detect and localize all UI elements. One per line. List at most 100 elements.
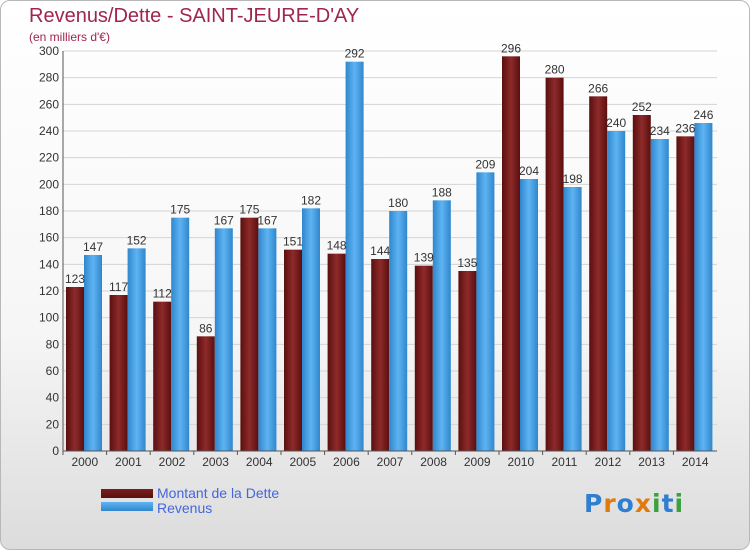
revenus-value-label: 152 bbox=[127, 233, 147, 247]
dette-value-label: 144 bbox=[370, 244, 390, 258]
legend-swatch-revenus bbox=[101, 502, 153, 511]
x-tick-label: 2010 bbox=[507, 455, 534, 469]
revenus-bar bbox=[432, 200, 451, 451]
dette-bar bbox=[502, 56, 520, 451]
dette-bar bbox=[240, 217, 259, 451]
y-tick-label: 140 bbox=[39, 257, 59, 271]
chart-subtitle: (en milliers d'€) bbox=[29, 30, 110, 44]
dette-bar bbox=[327, 253, 346, 451]
y-tick-label: 0 bbox=[52, 444, 59, 458]
x-tick-label: 2008 bbox=[420, 455, 447, 469]
dette-value-label: 151 bbox=[283, 235, 303, 249]
x-tick-label: 2003 bbox=[202, 455, 229, 469]
x-tick-label: 2006 bbox=[333, 455, 360, 469]
revenus-bar bbox=[650, 139, 669, 451]
logo-letter: o bbox=[616, 489, 635, 518]
data-labels: 1231471171521121758616717516715118214829… bbox=[65, 41, 714, 335]
revenus-bar bbox=[563, 187, 582, 451]
revenus-bar bbox=[302, 208, 320, 451]
proxiti-logo: Proxiti bbox=[584, 489, 684, 518]
dette-bar bbox=[66, 287, 84, 451]
dette-bar bbox=[196, 336, 215, 451]
revenus-value-label: 182 bbox=[301, 193, 321, 207]
revenus-bar bbox=[389, 211, 408, 451]
y-tick-label: 280 bbox=[39, 71, 59, 85]
logo-letter: r bbox=[603, 489, 617, 518]
y-tick-label: 40 bbox=[46, 391, 60, 405]
logo-letter: t bbox=[661, 489, 675, 518]
dette-value-label: 236 bbox=[675, 121, 695, 135]
revenus-bar bbox=[258, 228, 277, 451]
dette-value-label: 139 bbox=[414, 251, 434, 265]
dette-bar bbox=[632, 115, 651, 451]
revenus-bar bbox=[214, 228, 233, 451]
revenus-value-label: 167 bbox=[214, 213, 234, 227]
revenus-bar bbox=[127, 248, 146, 451]
dette-value-label: 280 bbox=[545, 63, 565, 77]
y-tick-label: 220 bbox=[39, 151, 59, 165]
revenus-value-label: 180 bbox=[388, 196, 408, 210]
logo-letter: i bbox=[652, 489, 662, 518]
revenus-bar bbox=[520, 179, 538, 451]
x-tick-label: 2011 bbox=[551, 455, 577, 469]
dette-bar bbox=[371, 259, 390, 451]
y-tick-label: 100 bbox=[39, 311, 59, 325]
logo-letter: P bbox=[584, 489, 604, 518]
y-tick-label: 300 bbox=[39, 44, 59, 58]
legend-label-dette: Montant de la Dette bbox=[157, 485, 280, 501]
dette-bar bbox=[153, 301, 172, 451]
dette-value-label: 175 bbox=[239, 203, 259, 217]
dette-bar bbox=[414, 265, 433, 451]
y-tick-label: 160 bbox=[39, 231, 59, 245]
revenus-value-label: 240 bbox=[606, 116, 626, 130]
dette-bar bbox=[284, 249, 302, 451]
y-tick-label: 60 bbox=[46, 364, 60, 378]
revenus-bar bbox=[476, 172, 495, 452]
revenus-value-label: 209 bbox=[475, 157, 495, 171]
revenus-value-label: 292 bbox=[345, 47, 365, 61]
revenus-value-label: 198 bbox=[563, 172, 583, 186]
revenus-bar bbox=[694, 123, 713, 451]
x-tick-label: 2007 bbox=[377, 455, 404, 469]
dette-value-label: 112 bbox=[153, 287, 172, 301]
dette-bar bbox=[545, 77, 564, 452]
x-tick-label: 2009 bbox=[464, 455, 491, 469]
y-tick-label: 120 bbox=[39, 284, 59, 298]
dette-value-label: 148 bbox=[327, 239, 347, 253]
dette-bar bbox=[676, 136, 695, 452]
bars bbox=[66, 56, 713, 452]
chart-title: Revenus/Dette - SAINT-JEURE-D'AY bbox=[29, 5, 360, 27]
dette-value-label: 117 bbox=[109, 280, 128, 294]
revenus-value-label: 147 bbox=[83, 240, 103, 254]
logo-letter: i bbox=[674, 489, 685, 518]
y-tick-label: 200 bbox=[39, 177, 59, 191]
y-tick-label: 20 bbox=[46, 417, 60, 431]
x-tick-label: 2002 bbox=[159, 455, 186, 469]
dette-value-label: 296 bbox=[501, 41, 521, 55]
dette-value-label: 86 bbox=[199, 321, 213, 335]
revenus-value-label: 246 bbox=[693, 108, 713, 122]
revenus-value-label: 188 bbox=[432, 185, 452, 199]
revenus-bar bbox=[84, 255, 102, 451]
y-tick-label: 80 bbox=[46, 337, 60, 351]
dette-bar bbox=[458, 271, 477, 451]
y-tick-label: 240 bbox=[39, 124, 59, 138]
revenus-value-label: 175 bbox=[170, 203, 190, 217]
legend-label-revenus: Revenus bbox=[157, 500, 213, 516]
x-tick-label: 2013 bbox=[638, 455, 665, 469]
legend-swatch-dette bbox=[101, 489, 153, 498]
revenus-value-label: 204 bbox=[519, 164, 539, 178]
revenus-bar bbox=[607, 131, 626, 451]
y-tick-label: 180 bbox=[39, 204, 59, 218]
x-tick-label: 2000 bbox=[71, 455, 98, 469]
dette-bar bbox=[589, 96, 608, 451]
revenus-value-label: 167 bbox=[257, 213, 277, 227]
dette-bar bbox=[109, 295, 128, 451]
logo-letter: x bbox=[634, 489, 652, 518]
axes: 0 20 40 60 80 100 120 140 160 180 200 220 240 260 280 3… bbox=[39, 44, 717, 469]
dette-value-label: 266 bbox=[588, 81, 608, 95]
x-tick-label: 2004 bbox=[246, 455, 273, 469]
y-tick-label: 260 bbox=[39, 97, 59, 111]
